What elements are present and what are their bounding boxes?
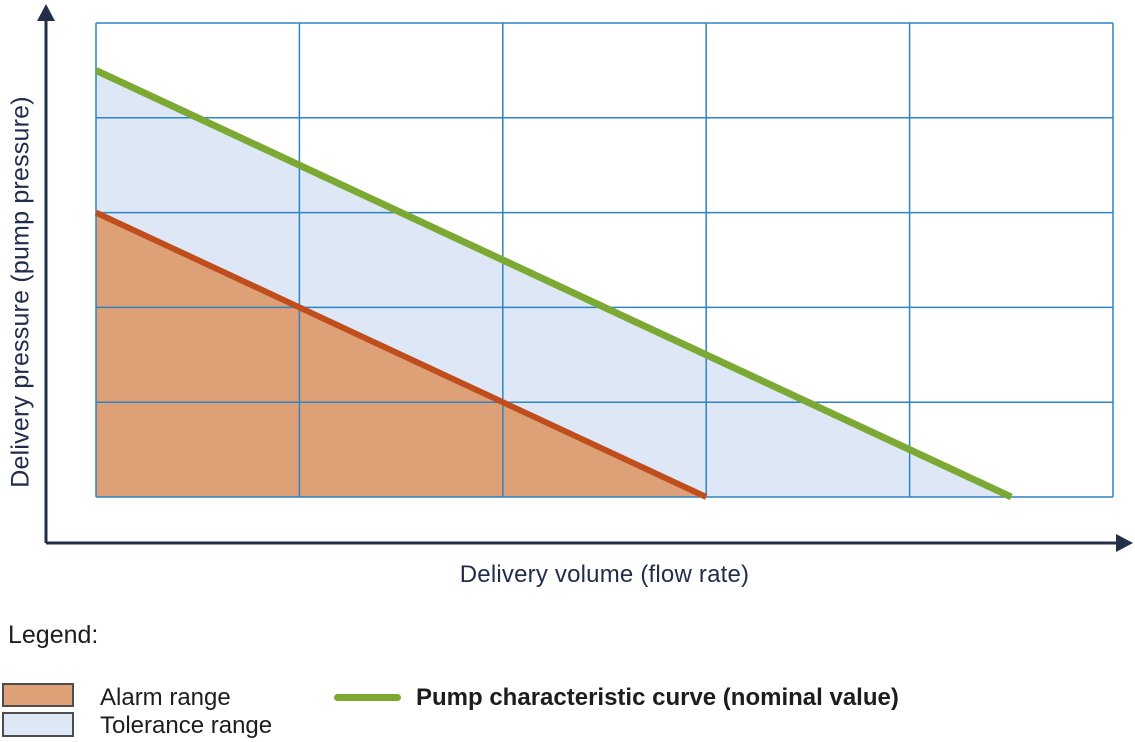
legend-title: Legend: [8, 621, 99, 649]
axes [37, 4, 1133, 552]
alarm-boundary-line [94, 209, 708, 500]
nominal-curve-label: Pump characteristic curve (nominal value… [416, 684, 899, 711]
nominal-curve-line [94, 67, 1013, 501]
y-axis-arrowhead-icon [37, 4, 55, 21]
nominal-curve-swatch [334, 694, 401, 701]
tolerance-range-label: Tolerance range [100, 712, 273, 739]
tolerance-range-swatch [2, 712, 74, 737]
x-axis-label: Delivery volume (flow rate) [459, 561, 750, 588]
chart-canvas [37, 4, 1133, 552]
x-axis-arrowhead-icon [1116, 534, 1133, 552]
alarm-range-label: Alarm range [100, 684, 231, 711]
alarm-range-swatch [2, 683, 74, 707]
